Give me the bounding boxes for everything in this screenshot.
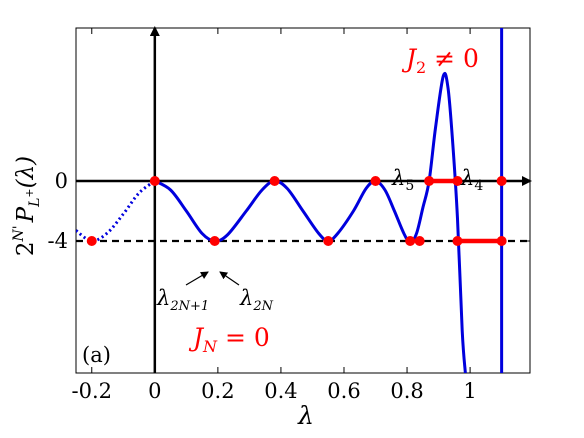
solid-curve bbox=[154, 71, 467, 373]
data-point bbox=[86, 236, 97, 246]
data-point bbox=[414, 236, 425, 246]
panel-label: (a) bbox=[82, 343, 111, 367]
ticks: -0.2 0 0.2 0.4 0.6 0.8 1 0 -4 bbox=[48, 28, 530, 403]
x-tick-label: 0.6 bbox=[327, 379, 360, 403]
data-point bbox=[424, 176, 435, 186]
x-axis-label: λ bbox=[297, 401, 314, 430]
lambda2n-arrow bbox=[219, 271, 240, 286]
x-tick-label: 1 bbox=[463, 379, 476, 403]
data-point bbox=[209, 236, 220, 246]
y-tick-label: -4 bbox=[48, 229, 68, 253]
x-tick-label: 0 bbox=[148, 379, 161, 403]
data-point bbox=[405, 236, 416, 246]
x-tick-label: 0.2 bbox=[201, 379, 234, 403]
data-point bbox=[496, 176, 507, 186]
data-point bbox=[269, 176, 280, 186]
data-point bbox=[323, 236, 334, 246]
lambda2n1-arrow bbox=[185, 271, 209, 286]
data-point bbox=[452, 176, 463, 186]
lambda5-label: λ5 bbox=[391, 166, 414, 194]
lambda4-label: λ4 bbox=[460, 166, 483, 194]
jn-annotation: JN = 0 bbox=[188, 323, 270, 356]
dotted-curve bbox=[76, 179, 156, 243]
plot-frame bbox=[75, 27, 531, 374]
y-tick-label: 0 bbox=[55, 169, 68, 193]
lambda2n-label: λ2N bbox=[239, 286, 274, 314]
curves-group bbox=[76, 28, 504, 373]
lambda2n1-label: λ2N+1 bbox=[156, 286, 209, 314]
j2-annotation: J2 ≠ 0 bbox=[401, 44, 479, 77]
data-point bbox=[370, 176, 381, 186]
data-point bbox=[149, 176, 160, 186]
y-axis-label: 2N'PL+(λ) bbox=[11, 156, 43, 256]
markers-group bbox=[86, 176, 507, 246]
x-tick-label: -0.2 bbox=[72, 379, 113, 403]
data-point bbox=[452, 236, 463, 246]
x-tick-label: 0.8 bbox=[390, 379, 423, 403]
bands-group bbox=[429, 178, 502, 244]
data-point bbox=[496, 236, 507, 246]
x-tick-label: 0.4 bbox=[264, 379, 297, 403]
